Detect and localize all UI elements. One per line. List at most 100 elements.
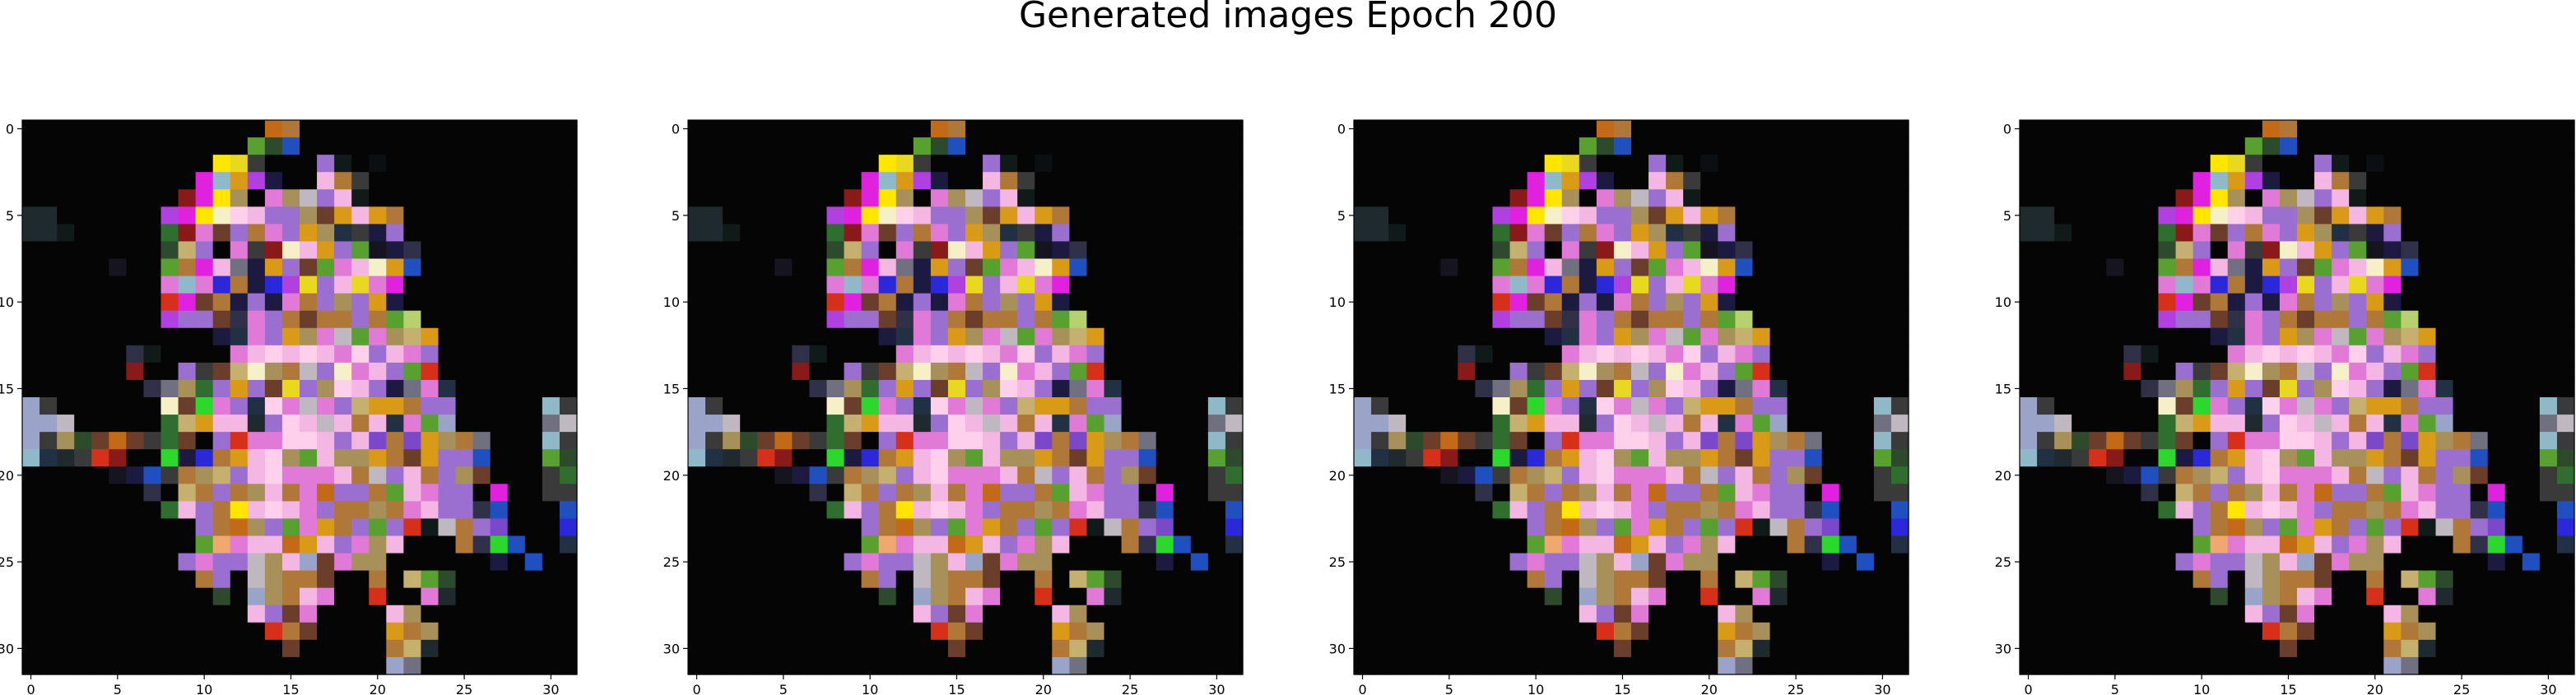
- image-pixel: [57, 345, 75, 364]
- image-pixel: [126, 241, 145, 260]
- image-pixel: [809, 206, 828, 225]
- image-pixel: [983, 484, 1001, 502]
- image-pixel: [403, 432, 422, 450]
- image-pixel: [559, 639, 578, 658]
- image-pixel: [792, 553, 811, 572]
- y-tick-label: 0: [6, 122, 14, 137]
- image-pixel: [774, 172, 793, 190]
- image-pixel: [2522, 415, 2541, 433]
- image-pixel: [1190, 432, 1209, 450]
- image-pixel: [913, 137, 932, 155]
- image-pixel: [1423, 293, 1441, 312]
- image-pixel: [1423, 345, 1441, 364]
- image-pixel: [1561, 397, 1580, 415]
- image-pixel: [160, 605, 179, 623]
- image-pixel: [2435, 656, 2454, 675]
- image-pixel: [861, 189, 880, 207]
- image-pixel: [1527, 327, 1546, 346]
- image-pixel: [774, 466, 793, 484]
- image-pixel: [2522, 587, 2541, 606]
- image-pixel: [913, 155, 932, 173]
- image-pixel: [913, 276, 932, 294]
- image-pixel: [2037, 449, 2055, 467]
- image-pixel: [930, 362, 949, 381]
- image-pixel: [2556, 327, 2575, 346]
- image-pixel: [2262, 206, 2281, 225]
- image-pixel: [160, 466, 179, 484]
- image-pixel: [965, 415, 983, 433]
- image-pixel: [2332, 362, 2350, 381]
- image-pixel: [2227, 605, 2246, 623]
- image-pixel: [247, 155, 266, 173]
- image-pixel: [126, 501, 145, 520]
- image-pixel: [1155, 137, 1174, 155]
- image-pixel: [2279, 241, 2298, 260]
- image-pixel: [1017, 155, 1035, 173]
- image-pixel: [1735, 484, 1754, 502]
- image-pixel: [195, 206, 214, 225]
- image-pixel: [2123, 553, 2142, 572]
- image-pixel: [2071, 466, 2090, 484]
- image-pixel: [264, 224, 283, 243]
- image-pixel: [1440, 327, 1458, 346]
- image-pixel: [1190, 155, 1209, 173]
- image-pixel: [143, 639, 162, 658]
- image-pixel: [1683, 518, 1701, 537]
- image-pixel: [2279, 570, 2298, 589]
- image-pixel: [2314, 587, 2332, 606]
- image-pixel: [2401, 258, 2420, 277]
- image-pixel: [2401, 518, 2420, 537]
- image-pixel: [143, 241, 162, 260]
- image-pixel: [1354, 258, 1372, 277]
- image-pixel: [300, 327, 318, 346]
- image-pixel: [178, 397, 197, 415]
- image-pixel: [2227, 293, 2246, 312]
- image-pixel: [705, 137, 723, 155]
- image-pixel: [2279, 553, 2298, 572]
- image-pixel: [74, 172, 92, 190]
- image-pixel: [1666, 553, 1684, 572]
- image-pixel: [2210, 137, 2229, 155]
- image-pixel: [1561, 189, 1580, 207]
- image-pixel: [1086, 622, 1105, 641]
- image-pixel: [809, 656, 828, 675]
- image-pixel: [2297, 466, 2315, 484]
- image-pixel: [1890, 172, 1909, 190]
- image-pixel: [844, 327, 863, 346]
- image-pixel: [2279, 656, 2298, 675]
- image-pixel: [455, 639, 474, 658]
- image-pixel: [1475, 570, 1494, 589]
- image-pixel: [2314, 258, 2332, 277]
- image-pixel: [2314, 656, 2332, 675]
- image-pixel: [109, 432, 127, 450]
- image-pixel: [2262, 449, 2281, 467]
- image-pixel: [126, 293, 145, 312]
- image-pixel: [438, 362, 457, 381]
- image-pixel: [1856, 449, 1875, 467]
- image-pixel: [1190, 570, 1209, 589]
- image-pixel: [490, 639, 509, 658]
- image-pixel: [2141, 415, 2160, 433]
- image-pixel: [1544, 120, 1563, 138]
- image-pixel: [792, 518, 811, 537]
- image-pixel: [826, 449, 845, 467]
- image-pixel: [1890, 639, 1909, 658]
- image-pixel: [688, 224, 706, 243]
- image-pixel: [1052, 258, 1070, 277]
- image-pixel: [913, 172, 932, 190]
- image-pixel: [965, 224, 983, 243]
- image-pixel: [1225, 397, 1244, 415]
- image-pixel: [1406, 484, 1424, 502]
- image-pixel: [2192, 206, 2211, 225]
- image-pixel: [1086, 327, 1105, 346]
- image-pixel: [2435, 570, 2454, 589]
- image-pixel: [2054, 276, 2072, 294]
- image-pixel: [490, 258, 509, 277]
- image-pixel: [1052, 224, 1070, 243]
- image-pixel: [57, 501, 75, 520]
- image-pixel: [878, 605, 897, 623]
- image-pixel: [792, 397, 811, 415]
- image-pixel: [1475, 535, 1494, 554]
- image-pixel: [2089, 535, 2107, 554]
- image-pixel: [351, 345, 370, 364]
